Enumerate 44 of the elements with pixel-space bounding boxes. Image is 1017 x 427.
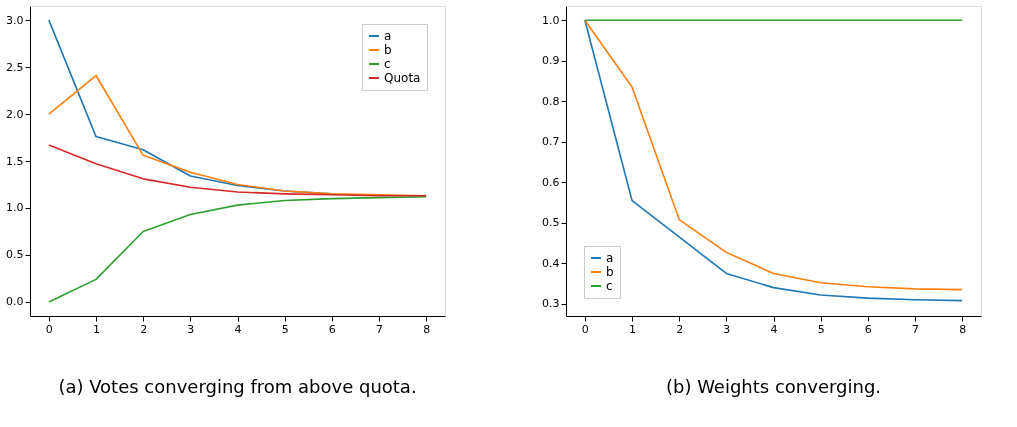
x-tick-label: 3 — [187, 322, 195, 336]
x-tick-label: 0 — [45, 322, 53, 336]
x-tick-label: 4 — [234, 322, 242, 336]
y-tick-label: 0.6 — [542, 175, 560, 189]
y-tick-label: 0.9 — [542, 54, 560, 68]
y-tick-label: 2.5 — [6, 60, 24, 74]
y-tick-label: 0.0 — [6, 295, 24, 309]
y-tick-label: 0.4 — [542, 256, 560, 270]
y-tick-label: 1.0 — [542, 13, 560, 27]
x-tick-label: 1 — [93, 322, 101, 336]
x-tick-label: 8 — [423, 322, 431, 336]
x-tick-label: 7 — [911, 322, 919, 336]
y-tick-label: 0.7 — [542, 135, 560, 149]
x-tick-label: 2 — [676, 322, 684, 336]
text: (a) Votes converging from above quota. — [58, 376, 417, 397]
x-tick-label: 5 — [817, 322, 825, 336]
x-tick-label: 8 — [959, 322, 967, 336]
legend-label: b — [384, 43, 392, 57]
x-tick-label: 7 — [375, 322, 383, 336]
legend-label: c — [606, 279, 613, 293]
y-tick-label: 3.0 — [6, 13, 24, 27]
y-tick-label: 1.0 — [6, 201, 24, 215]
line-series — [48, 195, 427, 303]
legend-label: c — [384, 57, 391, 71]
x-tick-label: 4 — [770, 322, 778, 336]
legend-label: b — [606, 265, 614, 279]
y-tick-label: 0.5 — [542, 216, 560, 230]
x-tick-label: 0 — [581, 322, 589, 336]
y-tick-label: 0.5 — [6, 248, 24, 262]
line-series — [48, 144, 427, 197]
x-tick-label: 3 — [723, 322, 731, 336]
y-tick-label: 0.8 — [542, 94, 560, 108]
y-tick-label: 0.3 — [542, 297, 560, 311]
x-tick-label: 2 — [140, 322, 148, 336]
text: (b) Weights converging. — [665, 376, 882, 397]
y-tick-label: 1.5 — [6, 154, 24, 168]
legend-label: a — [384, 29, 392, 43]
x-tick-label: 6 — [864, 322, 872, 336]
legend-label: a — [606, 251, 614, 265]
x-tick-label: 5 — [281, 322, 289, 336]
x-tick-label: 6 — [328, 322, 336, 336]
x-tick-label: 1 — [629, 322, 637, 336]
legend-label: Quota — [384, 71, 421, 85]
y-tick-label: 2.0 — [6, 107, 24, 121]
